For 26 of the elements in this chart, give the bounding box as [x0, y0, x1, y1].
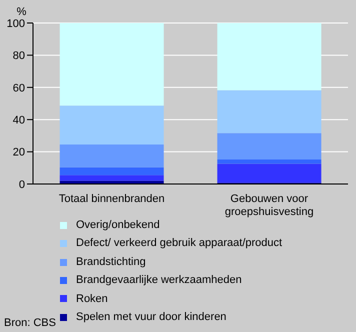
legend-label: Brandstichting [76, 254, 146, 270]
legend-label: Brandgevaarlijke werkzaamheden [76, 273, 242, 288]
bar [60, 23, 164, 106]
bar [217, 160, 322, 164]
y-tick-label: 0 [18, 178, 25, 191]
y-tick-label: 40 [12, 114, 25, 127]
bar [60, 144, 164, 168]
legend-label: Defect/ verkeerd gebruik apparaat/product [76, 236, 282, 252]
y-tick-label: 60 [12, 82, 25, 94]
legend-label: Overig/onbekend [76, 218, 160, 233]
bar [60, 175, 164, 181]
legend-label: Spelen met vuur door kinderen [76, 310, 226, 326]
bar [60, 167, 164, 176]
bar [217, 133, 322, 160]
y-tick-label: 20 [12, 146, 25, 159]
y-tick-label: 100 [6, 18, 25, 30]
bar [217, 164, 322, 183]
x-tick-label: Gebouwen voor groepshuisvesting [224, 193, 314, 218]
x-tick-label: Totaal binnenbranden [58, 193, 165, 205]
text: Bron: CBS [4, 317, 56, 329]
bar [217, 90, 322, 134]
bar [217, 23, 322, 90]
y-tick-label: 80 [12, 50, 25, 62]
legend-label: Roken [76, 292, 108, 307]
bar [60, 106, 164, 145]
y-axis-title: % [16, 6, 27, 18]
